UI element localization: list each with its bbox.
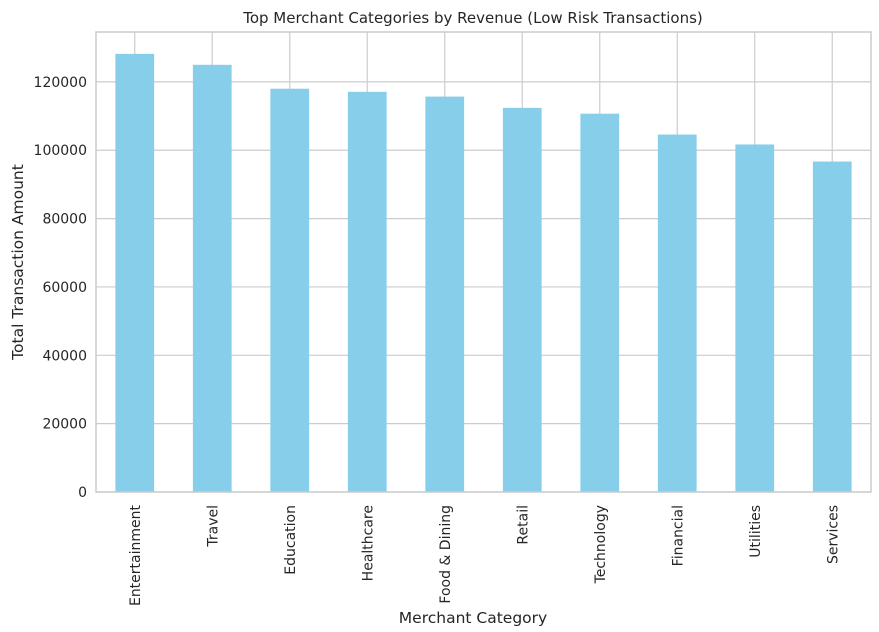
bar xyxy=(502,107,542,493)
bar xyxy=(115,53,155,492)
y-tick-label: 100000 xyxy=(34,143,87,159)
chart-title: Top Merchant Categories by Revenue (Low … xyxy=(242,9,703,27)
y-tick-label: 60000 xyxy=(42,280,87,296)
bar xyxy=(735,144,775,493)
bar xyxy=(270,88,310,493)
bars xyxy=(115,53,852,493)
y-tick-label: 0 xyxy=(78,485,87,501)
x-axis-label: Merchant Category xyxy=(399,609,547,627)
y-tick-label: 20000 xyxy=(42,417,87,433)
x-tick-label: Financial xyxy=(670,505,686,566)
y-tick-label: 40000 xyxy=(42,348,87,364)
bar xyxy=(192,64,232,492)
x-tick-label: Retail xyxy=(515,505,531,545)
bar xyxy=(347,91,387,493)
plot-border xyxy=(95,31,872,493)
bar xyxy=(657,134,697,492)
x-tick-label: Technology xyxy=(593,505,609,584)
y-tick-label: 80000 xyxy=(42,212,87,228)
bar xyxy=(425,96,465,493)
x-tick-label: Education xyxy=(283,505,299,575)
plot-frame xyxy=(95,31,872,493)
y-tick-label: 120000 xyxy=(34,75,87,91)
x-tick-label: Entertainment xyxy=(128,504,144,606)
y-axis-label: Total Transaction Amount xyxy=(9,164,27,361)
bar xyxy=(580,113,620,492)
x-tick-labels: Entertainment Travel Education Healthcare Fo… xyxy=(128,504,842,606)
x-tick-label: Travel xyxy=(205,505,221,548)
x-tick-label: Services xyxy=(825,505,841,564)
y-tick-labels: 0 20000 40000 60000 80000 100000 120000 xyxy=(34,75,87,501)
x-tick-label: Healthcare xyxy=(360,505,376,581)
bar xyxy=(812,161,852,492)
x-tick-label: Utilities xyxy=(748,505,764,558)
x-tick-label: Food & Dining xyxy=(438,505,454,604)
